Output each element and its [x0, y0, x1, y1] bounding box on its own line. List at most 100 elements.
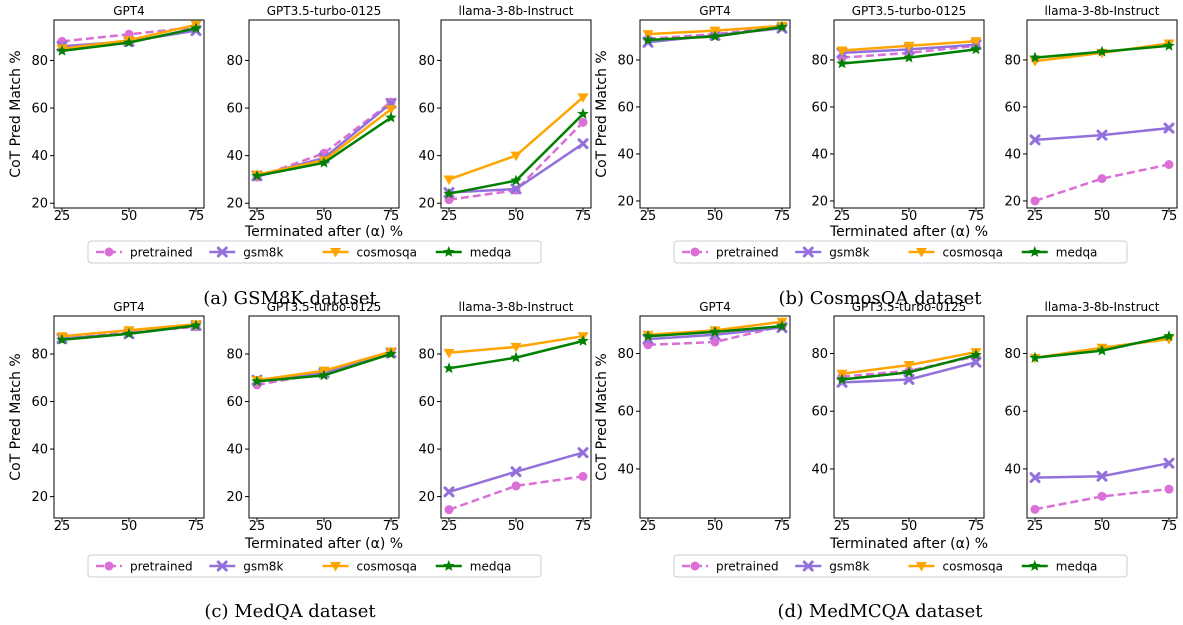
x-tick-label: 75 — [968, 209, 985, 224]
y-tick-label: 40 — [811, 147, 828, 162]
data-point-medqa — [56, 333, 68, 345]
x-tick-label: 50 — [707, 209, 724, 224]
subplot-3: llama-3-8b-Instruct 40 60 80 25 50 75 — [1004, 300, 1178, 534]
x-tick-label: 75 — [575, 209, 592, 224]
x-tick-label: 75 — [383, 209, 400, 224]
data-point-pretrained — [444, 505, 454, 515]
x-tick-label: 75 — [774, 519, 791, 534]
subplot-2: GPT3.5-turbo-0125 20 40 60 80 25 50 75 — [226, 4, 400, 224]
data-point-medqa — [642, 34, 654, 45]
legend-box — [673, 554, 1128, 578]
y-tick-label: 60 — [811, 100, 828, 115]
data-point-medqa — [1029, 351, 1041, 363]
data-point-pretrained — [578, 117, 588, 127]
legend: pretrained gsm8k cosmosqa medqa — [87, 554, 542, 578]
data-point-medqa — [836, 57, 848, 69]
figure-panel-3: GPT4 20 40 60 80 25 50 75 GPT3.5-turbo-0125 20 40 6… — [8, 300, 592, 622]
legend-marker-medqa — [1029, 560, 1041, 571]
y-tick-label: 60 — [418, 395, 435, 410]
data-point-medqa — [123, 36, 135, 48]
y-tick-label: 80 — [617, 347, 634, 362]
data-point-medqa — [776, 21, 788, 32]
data-point-pretrained — [710, 337, 720, 347]
legend-label-medqa: medqa — [1056, 560, 1098, 574]
data-point-medqa — [56, 44, 68, 56]
data-point-cosmosqa — [510, 151, 522, 162]
data-point-pretrained — [1164, 160, 1174, 170]
legend-marker-medqa — [443, 560, 455, 571]
x-tick-label: 75 — [383, 519, 400, 534]
data-point-gsm8k — [1029, 472, 1041, 484]
legend: pretrained gsm8k cosmosqa medqa — [673, 240, 1128, 264]
x-tick-label: 50 — [508, 519, 525, 534]
x-axis-label: Terminated after (α) % — [829, 536, 988, 552]
legend-marker-cosmosqa — [330, 248, 341, 258]
data-point-gsm8k — [577, 138, 589, 150]
subplot-2: GPT3.5-turbo-0125 20 40 60 80 25 50 75 — [226, 300, 400, 534]
series-line-cosmosqa — [448, 96, 584, 181]
subplot-title: GPT4 — [699, 300, 731, 314]
plot-frame — [639, 19, 791, 209]
x-tick-label: 50 — [121, 519, 138, 534]
y-tick-label: 60 — [226, 395, 243, 410]
subplot-title: GPT3.5-turbo-0125 — [267, 300, 382, 314]
y-tick-label: 80 — [226, 348, 243, 363]
x-tick-label: 25 — [1027, 519, 1044, 534]
y-tick-label: 20 — [226, 197, 243, 212]
data-point-gsm8k — [970, 356, 982, 368]
x-tick-label: 50 — [316, 519, 333, 534]
y-tick-label: 20 — [811, 194, 828, 209]
figure-caption: (b) CosmosQA dataset — [778, 288, 982, 309]
data-point-medqa — [251, 169, 263, 181]
subplot-3: llama-3-8b-Instruct 20 40 60 80 25 50 75 — [418, 4, 592, 224]
y-tick-label: 20 — [418, 490, 435, 505]
y-tick-label: 40 — [1004, 462, 1021, 477]
data-point-medqa — [1163, 330, 1175, 342]
figure-panel-1: GPT4 20 40 60 80 25 50 75 GPT3.5-turbo-0125 20 40 6… — [8, 4, 592, 309]
legend-label-cosmosqa: cosmosqa — [943, 560, 1003, 574]
data-point-gsm8k — [1163, 457, 1175, 469]
data-point-medqa — [642, 330, 654, 342]
subplot-title: GPT4 — [113, 300, 145, 314]
plot-frame — [639, 315, 791, 519]
data-point-pretrained — [1097, 491, 1107, 501]
data-point-medqa — [709, 325, 721, 337]
x-axis-label: Terminated after (α) % — [829, 224, 988, 240]
legend-label-cosmosqa: cosmosqa — [357, 560, 417, 574]
x-tick-label: 50 — [1094, 519, 1111, 534]
y-tick-label: 80 — [418, 54, 435, 69]
legend-marker-pretrained — [104, 247, 114, 257]
data-point-cosmosqa — [443, 175, 455, 185]
y-tick-label: 80 — [1004, 347, 1021, 362]
data-point-gsm8k — [903, 373, 915, 385]
x-tick-label: 50 — [508, 209, 525, 224]
y-tick-label: 40 — [31, 443, 48, 458]
plot-frame — [440, 19, 592, 209]
data-point-cosmosqa — [510, 342, 522, 353]
data-point-medqa — [903, 51, 915, 63]
x-tick-label: 50 — [121, 209, 138, 224]
y-tick-label: 80 — [811, 53, 828, 68]
legend: pretrained gsm8k cosmosqa medqa — [87, 240, 542, 264]
legend-box — [673, 240, 1128, 264]
data-point-medqa — [970, 43, 982, 55]
legend-label-pretrained: pretrained — [716, 560, 779, 574]
subplot-title: GPT3.5-turbo-0125 — [852, 300, 967, 314]
y-tick-label: 80 — [31, 54, 48, 69]
subplot-title: llama-3-8b-Instruct — [1045, 300, 1160, 314]
data-point-gsm8k — [1096, 129, 1108, 141]
subplot-title: GPT4 — [113, 4, 145, 18]
y-tick-label: 40 — [226, 443, 243, 458]
data-point-medqa — [577, 335, 589, 346]
x-tick-label: 50 — [1094, 209, 1111, 224]
data-point-medqa — [510, 174, 522, 186]
series-line-pretrained — [448, 475, 584, 511]
y-tick-label: 60 — [811, 405, 828, 420]
legend-label-pretrained: pretrained — [130, 560, 193, 574]
plot-frame — [440, 315, 592, 519]
legend-marker-gsm8k — [216, 246, 228, 258]
plot-frame — [833, 315, 985, 519]
data-point-medqa — [385, 111, 397, 123]
plot-frame — [833, 19, 985, 209]
